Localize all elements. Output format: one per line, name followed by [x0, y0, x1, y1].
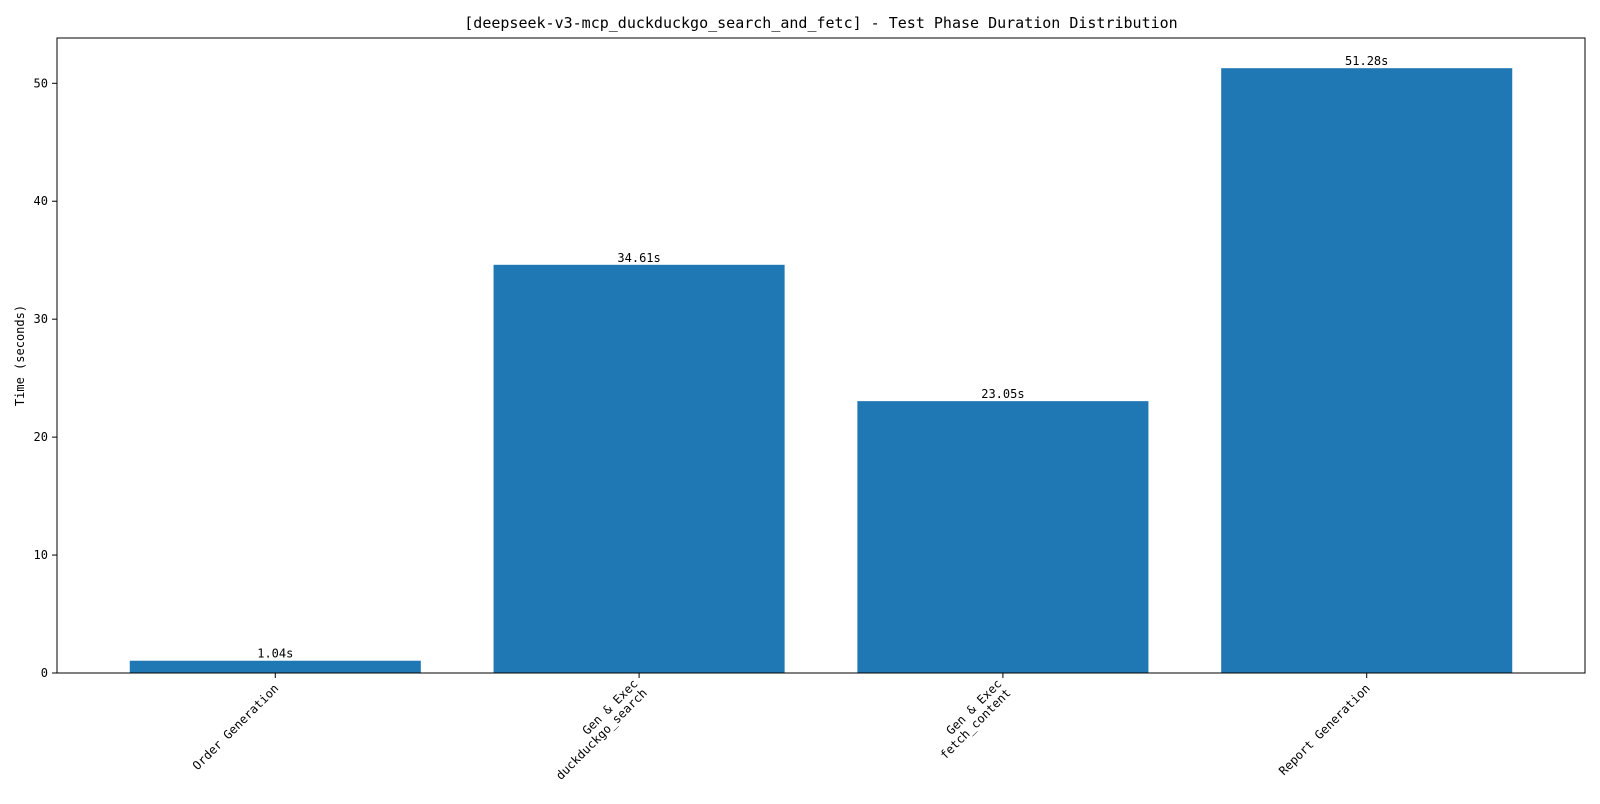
y-tick-label: 40 — [34, 194, 48, 208]
x-tick-label-line: duckduckgo_search — [553, 686, 650, 783]
x-tick-label-line: Order Generation — [190, 681, 282, 773]
x-tick-label: Gen & Execduckduckgo_search — [544, 677, 650, 783]
y-axis-label: Time (seconds) — [13, 305, 27, 406]
bar-value-label: 34.61s — [617, 251, 660, 265]
bar-value-label: 1.04s — [257, 647, 293, 661]
bar — [129, 660, 421, 673]
x-tick-label: Order Generation — [190, 681, 282, 773]
bar — [493, 264, 785, 673]
bar — [1221, 68, 1513, 673]
y-tick-label: 30 — [34, 312, 48, 326]
y-tick-label: 10 — [34, 548, 48, 562]
bar — [857, 401, 1149, 673]
bar-value-label: 23.05s — [981, 387, 1024, 401]
y-tick-label: 50 — [34, 76, 48, 90]
plot-frame — [56, 37, 1586, 674]
x-tick-label: Gen & Execfetch_content — [928, 677, 1014, 763]
y-tick-label: 0 — [41, 666, 48, 680]
x-tick-label-line: Report Generation — [1276, 681, 1373, 778]
bars-layer: 1.04s 34.61s 23.05s 51.28s — [129, 54, 1513, 673]
x-tick-label: Report Generation — [1276, 681, 1373, 778]
chart-title: [deepseek-v3-mcp_duckduckgo_search_and_f… — [464, 14, 1177, 32]
y-tick-label: 20 — [34, 430, 48, 444]
bar-value-label: 51.28s — [1345, 54, 1388, 68]
